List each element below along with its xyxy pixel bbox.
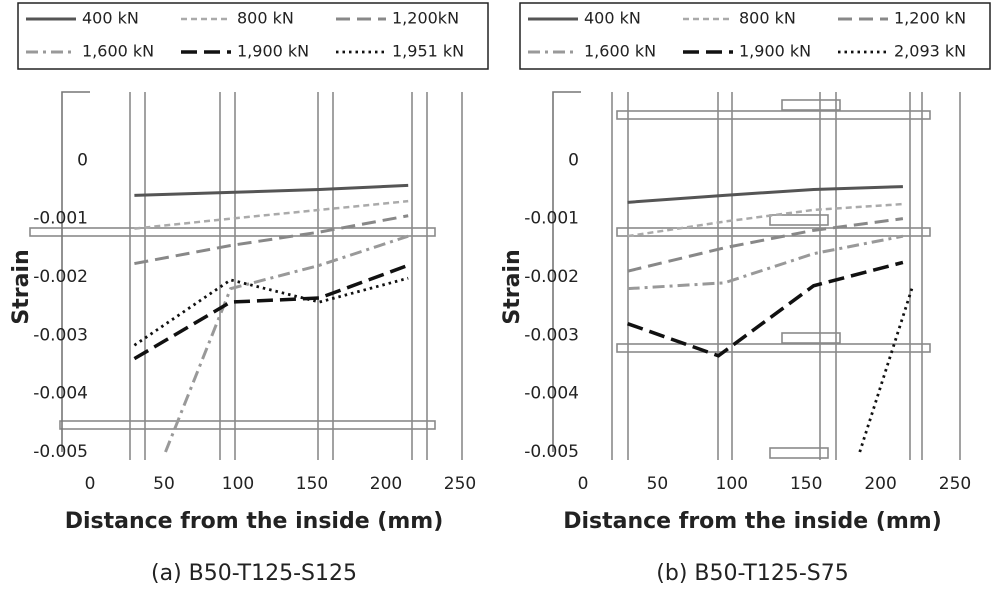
rebar-outline — [781, 99, 841, 111]
data-line — [134, 199, 409, 230]
x-axis-title: Distance from the inside (mm) — [563, 509, 942, 534]
legend-label: 400 kN — [82, 9, 139, 28]
x-tick-label: 50 — [153, 474, 175, 494]
data-line — [627, 260, 904, 358]
y-axis — [61, 91, 90, 452]
rebar-outline — [616, 110, 931, 120]
legend-label: 1,200 kN — [894, 9, 966, 28]
legend-label: 1,951 kN — [392, 42, 464, 61]
x-tick-label: 0 — [85, 474, 96, 494]
rebar-outline — [769, 214, 829, 226]
x-tick-label: 150 — [790, 474, 822, 494]
data-line — [627, 217, 904, 273]
rebar-outline — [769, 447, 829, 459]
x-tick-label: 50 — [647, 474, 669, 494]
data-line — [134, 214, 409, 266]
rebar-outline — [59, 420, 436, 430]
data-line — [858, 288, 914, 453]
legend-label: 2,093 kN — [894, 42, 966, 61]
legend-label: 1,900 kN — [739, 42, 811, 61]
x-tick-label: 250 — [444, 474, 476, 494]
y-tick-label: -0.003 — [33, 325, 88, 345]
rebar-outline — [616, 343, 931, 353]
x-axis-title: Distance from the inside (mm) — [65, 509, 444, 534]
x-tick-label: 100 — [222, 474, 254, 494]
data-line — [627, 234, 904, 291]
y-tick-label: -0.005 — [524, 442, 579, 462]
y-tick-label: 0 — [77, 150, 88, 170]
caption: (a) B50-T125-S125 — [151, 561, 357, 586]
data-line — [133, 263, 409, 361]
y-tick-label: -0.004 — [33, 384, 88, 404]
data-line — [133, 276, 409, 347]
chart: 0 -0.001 -0.002 -0.003 -0.004 -0.005 0 50 100 150… — [500, 2, 991, 586]
legend-label: 800 kN — [237, 9, 294, 28]
data-line — [134, 183, 409, 197]
legend-label: 1,600 kN — [584, 42, 656, 61]
data-line — [627, 202, 904, 238]
chart: 0 -0.001 -0.002 -0.003 -0.004 -0.005 0 50 100 150… — [9, 2, 489, 586]
legend-label: 1,200kN — [392, 9, 459, 28]
y-tick-label: -0.001 — [33, 209, 88, 229]
y-tick-label: -0.002 — [33, 267, 88, 287]
y-tick-label: -0.005 — [33, 442, 88, 462]
legend-label: 800 kN — [739, 9, 796, 28]
x-tick-label: 200 — [370, 474, 402, 494]
x-tick-label: 0 — [578, 474, 589, 494]
caption: (b) B50-T125-S75 — [656, 561, 848, 586]
rebar-outline — [29, 227, 436, 237]
legend-label: 400 kN — [584, 9, 641, 28]
rebar-outline — [781, 332, 841, 344]
legend-box — [519, 2, 991, 70]
y-tick-label: -0.001 — [524, 209, 579, 229]
legend-label: 1,600 kN — [82, 42, 154, 61]
data-line — [164, 234, 409, 453]
y-axis — [552, 91, 581, 452]
y-tick-label: -0.003 — [524, 325, 579, 345]
x-tick-label: 200 — [864, 474, 896, 494]
data-line — [627, 185, 903, 204]
y-tick-label: -0.002 — [524, 267, 579, 287]
y-tick-label: 0 — [568, 150, 579, 170]
x-tick-label: 150 — [296, 474, 328, 494]
y-axis-title: Strain — [9, 249, 34, 324]
y-axis-title: Strain — [500, 249, 525, 324]
rebar-outline — [616, 227, 931, 237]
x-tick-label: 100 — [716, 474, 748, 494]
x-tick-label: 250 — [939, 474, 971, 494]
legend-label: 1,900 kN — [237, 42, 309, 61]
legend-box — [17, 2, 489, 70]
y-tick-label: -0.004 — [524, 384, 579, 404]
